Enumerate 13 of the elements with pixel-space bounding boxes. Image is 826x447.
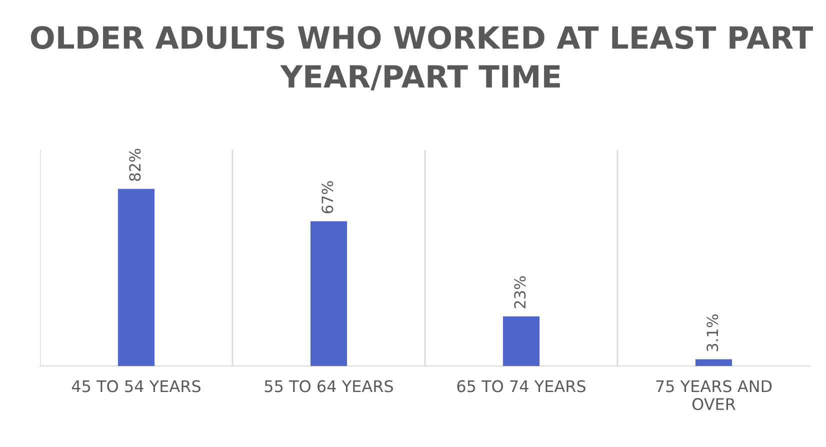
data-label: 67% xyxy=(322,181,334,214)
bar xyxy=(118,188,155,366)
chart-title: OLDER ADULTS WHO WORKED AT LEAST PART YEAR/PART TIME xyxy=(30,26,813,90)
bar xyxy=(310,221,348,366)
x-tick-label: 75 YEARS AND OVER xyxy=(656,380,772,410)
bar xyxy=(502,316,540,366)
x-tick-label: 45 TO 54 YEARS xyxy=(72,380,200,392)
x-tick-label: 65 TO 74 YEARS xyxy=(457,380,586,392)
bar xyxy=(695,359,732,366)
data-label: 23% xyxy=(514,276,526,308)
x-tick-label: 55 TO 64 YEARS xyxy=(264,380,393,392)
data-label: 3.1% xyxy=(706,314,718,352)
data-label: 82% xyxy=(129,148,141,181)
